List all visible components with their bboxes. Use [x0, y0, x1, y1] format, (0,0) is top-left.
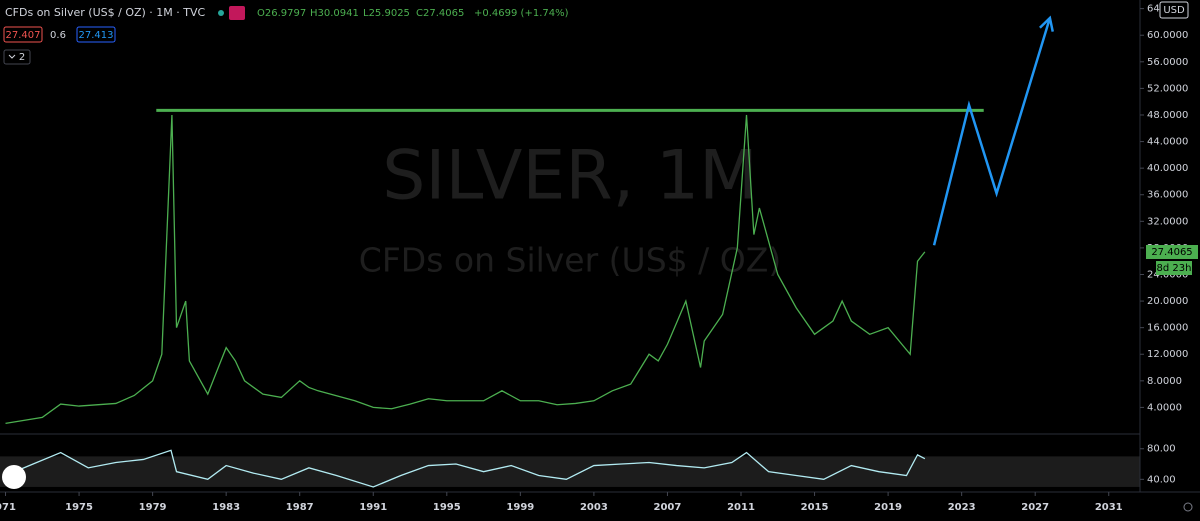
chevron [8, 54, 16, 59]
spread: 0.6 [50, 30, 66, 41]
x-tick-label: 1975 [65, 502, 93, 513]
indicators-toggle[interactable] [3, 49, 31, 65]
x-tick-label: 2023 [948, 502, 976, 513]
y-tick-label: 32.0000 [1147, 216, 1188, 227]
y-tick-label: 56.0000 [1147, 57, 1188, 68]
x-tick-label: 2007 [654, 502, 682, 513]
last-price: 27.4065 [1151, 247, 1192, 258]
high: H30.0941 [310, 8, 359, 19]
currency[interactable]: USD [1163, 5, 1185, 16]
projection-path [932, 17, 1052, 246]
close: C27.4065 [416, 8, 464, 19]
x-tick-label: 2031 [1095, 502, 1123, 513]
plot [0, 15, 1140, 488]
symbol: CFDs on Silver (US$ / OZ) · 1M · TVC [5, 6, 206, 19]
watermark-title: SILVER, 1M [382, 137, 758, 216]
x-tick-label: 1987 [286, 502, 314, 513]
y-tick-label: 44.0000 [1147, 137, 1188, 148]
indicators-count[interactable]: 2 [19, 52, 25, 63]
x-tick-label: 2015 [801, 502, 829, 513]
countdown-box [1156, 261, 1192, 275]
x-tick-label: 1995 [433, 502, 461, 513]
x-tick-label: 1999 [506, 502, 534, 513]
watermark-subtitle: CFDs on Silver (US$ / OZ) [359, 241, 781, 280]
logo[interactable] [2, 465, 26, 489]
ask-box[interactable] [76, 26, 116, 43]
ask[interactable]: 27.413 [79, 30, 114, 41]
series-line [5, 114, 926, 425]
x-tick-label: 2027 [1021, 502, 1049, 513]
x-tick-label: 1983 [212, 502, 240, 513]
x-tick-label: 971 [0, 502, 16, 513]
y-tick-label: 12.0000 [1147, 349, 1188, 360]
open: O26.9797 [257, 8, 306, 19]
series-line [5, 449, 926, 488]
currency-box[interactable] [1159, 1, 1189, 19]
bid-box[interactable] [3, 26, 43, 43]
y-tick-label: 80.00 [1147, 444, 1176, 455]
y-tick-label: 52.0000 [1147, 83, 1188, 94]
x-tick-label: 2011 [727, 502, 755, 513]
x-tick-label: 2003 [580, 502, 608, 513]
y-tick-label: 16.0000 [1147, 323, 1188, 334]
y-tick-label: 8.0000 [1147, 376, 1182, 387]
low: L25.9025 [363, 8, 410, 19]
band [0, 456, 1140, 487]
arrow-head [1039, 15, 1054, 32]
settings-icon[interactable] [1183, 502, 1193, 512]
y-tick-label: 20.0000 [1147, 296, 1188, 307]
last-price-box [1146, 245, 1198, 259]
bid[interactable]: 27.407 [6, 30, 41, 41]
countdown: 8d 23h [1157, 263, 1192, 274]
x-tick-label: 1979 [139, 502, 167, 513]
y-tick-label: 4.0000 [1147, 402, 1182, 413]
y-tick-label: 40.0000 [1147, 163, 1188, 174]
y-tick-label: 60.0000 [1147, 30, 1188, 41]
flag-icon [229, 6, 245, 20]
x-tick-label: 1991 [359, 502, 387, 513]
y-tick-label: 40.00 [1147, 474, 1176, 485]
y-tick-label: 36.0000 [1147, 190, 1188, 201]
axes: 4.00008.000012.000016.000020.000024.0000… [0, 4, 1188, 513]
y-tick-label: 48.0000 [1147, 110, 1188, 121]
status-dot [218, 10, 224, 16]
x-tick-label: 2019 [874, 502, 902, 513]
change: +0.4699 (+1.74%) [474, 8, 569, 19]
